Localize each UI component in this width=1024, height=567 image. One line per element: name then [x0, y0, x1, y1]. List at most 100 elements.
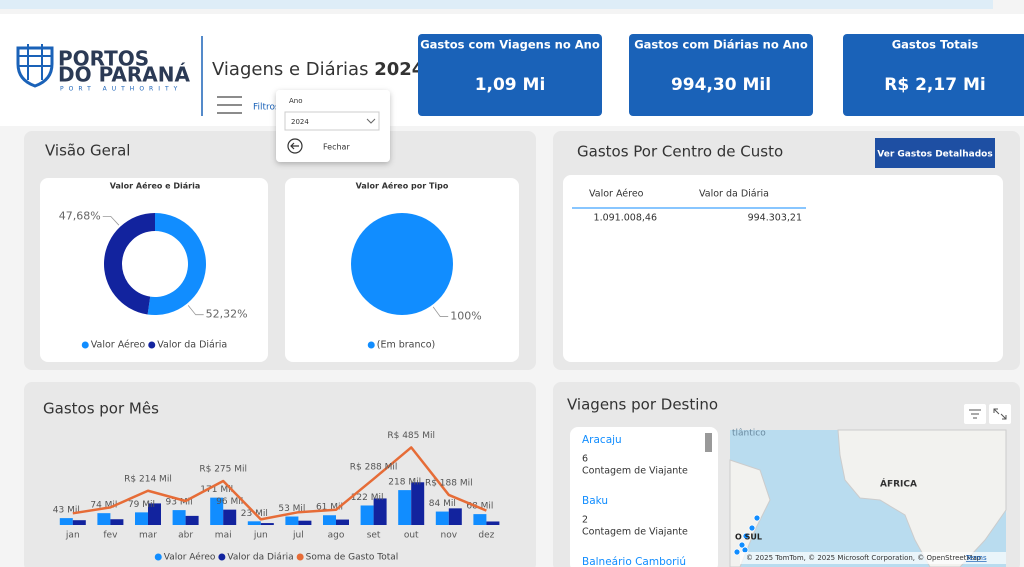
destination-name[interactable]: Baku — [582, 495, 608, 507]
bar — [135, 512, 148, 525]
table-cell: 1.091.008,46 — [594, 213, 657, 224]
data-label: 122 Mil — [351, 493, 384, 503]
map-terms[interactable]: Terms — [965, 554, 987, 562]
data-label: 53 Mil — [278, 504, 305, 514]
data-label: 43 Mil — [53, 506, 80, 516]
close-label[interactable]: Fechar — [323, 143, 350, 152]
legend-marker — [218, 553, 226, 561]
chart-title: Valor Aéreo por Tipo — [356, 181, 449, 191]
x-tick-label: set — [367, 531, 381, 541]
year-dropdown[interactable] — [284, 111, 380, 131]
leader-line — [102, 215, 120, 226]
data-label: R$ 485 Mil — [387, 431, 435, 441]
x-tick-label: abr — [178, 531, 193, 541]
bar — [473, 514, 487, 525]
data-label: R$ 214 Mil — [124, 474, 172, 484]
legend-label: Valor da Diária — [227, 553, 293, 563]
table-card — [563, 175, 1003, 362]
bar — [59, 518, 73, 525]
slice — [351, 213, 453, 315]
slice — [104, 213, 155, 315]
panel-title: Gastos Por Centro de Custo — [577, 143, 783, 161]
legend: Valor Aéreo Valor da Diária Soma de Gasto … — [154, 552, 399, 563]
x-tick-label: mai — [215, 531, 232, 541]
destination-measure: Contagem de Viajante — [582, 527, 688, 538]
kpi-row: Gastos com Viagens no Ano 1,09 Mi Gastos c… — [418, 34, 1024, 116]
kpi-card — [418, 34, 602, 116]
data-label: 93 Mil — [166, 498, 193, 508]
dropdown-value[interactable]: 2024 — [291, 118, 309, 126]
destination-count: 2 — [582, 515, 588, 526]
destination-name[interactable]: Aracaju — [582, 434, 622, 446]
kpi-title: Gastos com Viagens no Ano — [420, 38, 600, 52]
dropdown-arrow[interactable] — [366, 118, 376, 124]
destination-name[interactable]: Balneário Camboriú — [582, 556, 686, 567]
x-tick-label: jul — [292, 531, 304, 541]
kpi-value: 1,09 Mi — [475, 75, 546, 95]
page-title: Viagens e Diárias 2024 — [212, 59, 424, 80]
x-tick-label: nov — [441, 531, 458, 541]
map-credits-bg — [740, 552, 1006, 564]
bar — [223, 509, 237, 525]
details-button[interactable] — [875, 138, 995, 168]
title-text: Viagens e Diárias — [212, 59, 368, 80]
bar — [435, 511, 449, 525]
destination-list — [570, 427, 718, 567]
legend: (Em branco) — [367, 340, 436, 351]
data-label: 52,32% — [206, 308, 248, 321]
map-land — [837, 429, 1007, 567]
x-tick-label: dez — [478, 531, 494, 541]
panel-title: Viagens por Destino — [567, 396, 718, 414]
map-land — [729, 459, 771, 567]
data-label: R$ 188 Mil — [425, 478, 473, 488]
legend: Valor Aéreo Valor da Diária — [81, 340, 227, 351]
bar — [110, 519, 124, 525]
logo: PORTOS DO PARANÁ PORT AUTHORITY — [16, 44, 190, 93]
legend-marker — [148, 341, 156, 349]
bar — [398, 490, 412, 525]
kpi-value: 994,30 Mil — [671, 75, 771, 95]
legend-marker — [296, 553, 304, 561]
map-label: O SUL — [735, 533, 762, 542]
scrollbar[interactable] — [705, 433, 712, 452]
kpi-card — [629, 34, 813, 116]
legend-label: Valor Aéreo — [91, 340, 146, 351]
data-label: 218 Mil — [388, 478, 421, 488]
data-label: 74 Mil — [90, 501, 117, 511]
data-label: 47,68% — [59, 209, 101, 222]
logo-line3: PORT AUTHORITY — [60, 86, 182, 93]
x-tick-label: ago — [328, 531, 345, 541]
destination-count: 6 — [582, 454, 588, 465]
bar — [210, 497, 224, 525]
data-label: 61 Mil — [316, 503, 343, 513]
legend-marker — [154, 553, 162, 561]
map-points — [733, 514, 761, 556]
filter-popup: Ano 2024 Fechar — [276, 90, 390, 162]
legend-label: Soma de Gasto Total — [306, 553, 399, 563]
close-button[interactable]: Fechar — [287, 138, 350, 154]
bar — [72, 520, 86, 525]
bar — [448, 508, 462, 525]
data-label: 100% — [450, 310, 481, 323]
visual-icons[interactable] — [964, 404, 1011, 424]
slice — [147, 213, 207, 315]
bar — [373, 498, 387, 525]
bar — [323, 515, 336, 525]
panel-title: Visão Geral — [45, 142, 130, 160]
destination-measure: Contagem de Viajante — [582, 466, 688, 477]
card — [40, 178, 268, 362]
map-credits: © 2025 TomTom, © 2025 Microsoft Corporat… — [746, 554, 982, 562]
bar — [97, 513, 111, 525]
top-strip — [0, 0, 993, 9]
x-tick-label: fev — [103, 531, 118, 541]
filters-button[interactable]: Filtros — [217, 96, 280, 114]
legend-label: (Em branco) — [377, 340, 436, 351]
bar — [148, 503, 161, 525]
table-header: Valor da Diária — [699, 189, 769, 200]
bar — [285, 516, 299, 525]
details-button-label[interactable]: Ver Gastos Detalhados — [877, 150, 992, 160]
filters-label[interactable]: Filtros — [253, 103, 280, 113]
